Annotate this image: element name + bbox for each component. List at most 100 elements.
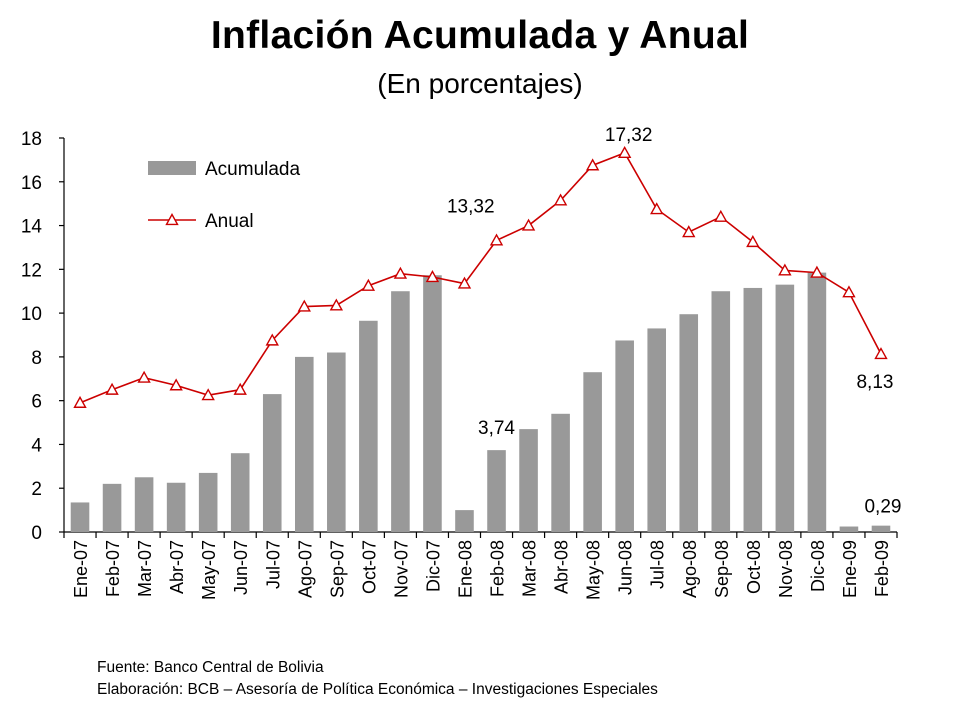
y-tick-label: 18: [21, 129, 42, 150]
y-tick-label: 8: [31, 348, 42, 369]
data-label: 0,29: [864, 497, 901, 518]
x-tick-label: Ene-09: [840, 540, 860, 598]
x-tick-label: Jun-08: [616, 540, 636, 595]
bars-acumulada: [70, 272, 891, 532]
data-label: 3,74: [478, 418, 515, 439]
bar-acumulada: [327, 352, 346, 532]
bar-acumulada: [102, 483, 122, 532]
data-labels: 17,32 13,32 3,74 8,13 0,29: [447, 125, 902, 518]
marker-anual: [457, 276, 472, 289]
marker-anual: [297, 299, 311, 312]
bar-acumulada: [519, 429, 538, 532]
marker-anual: [169, 378, 183, 391]
bar-acumulada: [583, 372, 602, 532]
marker-anual: [842, 285, 856, 298]
x-tick-label: Feb-08: [488, 540, 508, 597]
marker-anual: [265, 333, 279, 346]
bar-acumulada: [839, 526, 859, 532]
x-tick-label: Sep-07: [327, 540, 347, 598]
bar-acumulada: [294, 356, 314, 532]
x-tick-label: Ene-08: [455, 540, 475, 598]
bar-acumulada: [647, 328, 667, 532]
bar-acumulada: [679, 314, 699, 532]
bar-acumulada: [70, 502, 90, 532]
footer-elaboration: Elaboración: BCB – Asesoría de Política …: [97, 681, 658, 698]
y-tick-label: 14: [21, 217, 43, 238]
x-tick-label: May-08: [584, 540, 604, 600]
marker-anual: [73, 395, 87, 408]
bar-acumulada: [134, 477, 154, 532]
legend-label-anual: Anual: [205, 211, 254, 232]
x-tick-label: Abr-08: [552, 540, 572, 594]
bar-acumulada: [166, 482, 186, 532]
x-tick-label: Mar-08: [520, 540, 540, 597]
legend-label-acumulada: Acumulada: [205, 159, 300, 180]
x-tick-label: Ago-07: [295, 540, 315, 598]
x-tick-label: Jun-07: [231, 540, 251, 595]
x-tick-label: Oct-08: [744, 540, 764, 594]
chart-axes: 0 2 4 6 8 10 12 14 16 18 Ene-07 Feb-07 Mar-07 Abr-07 M…: [21, 129, 898, 600]
y-tick-label: 2: [31, 479, 42, 500]
legend-marker-anual: [165, 213, 179, 226]
bar-acumulada: [871, 525, 891, 532]
x-tick-label: Jul-08: [648, 540, 668, 589]
data-label: 8,13: [856, 372, 893, 393]
chart-subtitle: (En porcentajes): [377, 68, 583, 99]
bar-acumulada: [711, 291, 731, 532]
marker-anual: [650, 202, 664, 215]
marker-anual: [874, 347, 888, 360]
x-tick-label: Ene-07: [71, 540, 91, 598]
bar-acumulada: [743, 287, 763, 532]
y-tick-label: 12: [21, 260, 42, 281]
x-tick-label: Dic-07: [423, 540, 443, 592]
marker-anual: [233, 382, 247, 395]
x-tick-label: Nov-07: [391, 540, 411, 598]
marker-anual: [585, 158, 600, 171]
chart-title: Inflación Acumulada y Anual: [210, 14, 750, 57]
marker-anual: [553, 193, 568, 206]
marker-anual: [105, 382, 119, 395]
x-tick-label: Dic-08: [808, 540, 828, 592]
marker-anual: [810, 265, 824, 278]
x-tick-label: Ago-08: [680, 540, 700, 598]
footer-source: Fuente: Banco Central de Bolivia: [97, 659, 324, 676]
marker-anual: [521, 218, 536, 231]
y-tick-label: 6: [31, 392, 42, 413]
x-tick-label: Mar-07: [135, 540, 155, 597]
line-anual: [73, 145, 888, 408]
bar-acumulada: [615, 340, 634, 532]
bar-acumulada: [775, 284, 795, 532]
marker-anual: [201, 388, 215, 401]
marker-anual: [329, 298, 344, 311]
y-tick-label: 10: [21, 304, 42, 325]
line-anual-path: [79, 151, 882, 404]
bar-acumulada: [455, 510, 474, 532]
bar-acumulada: [423, 275, 442, 532]
legend: Acumulada Anual: [148, 159, 300, 232]
marker-anual: [489, 233, 504, 246]
marker-anual: [617, 145, 632, 158]
legend-swatch-acumulada: [148, 161, 196, 175]
marker-anual: [137, 370, 151, 383]
x-tick-label: May-07: [199, 540, 219, 600]
x-tick-label: Abr-07: [167, 540, 187, 594]
bar-acumulada: [807, 272, 827, 532]
x-tick-label: Sep-08: [712, 540, 732, 598]
marker-anual: [361, 278, 376, 291]
marker-anual: [778, 263, 792, 276]
y-tick-label: 4: [31, 435, 42, 456]
x-tick-label: Jul-07: [263, 540, 283, 589]
bar-acumulada: [551, 413, 570, 532]
bar-acumulada: [230, 453, 250, 532]
data-label: 13,32: [447, 196, 495, 217]
bar-acumulada: [198, 472, 218, 532]
marker-anual: [393, 266, 408, 279]
marker-anual: [714, 209, 728, 222]
y-tick-label: 16: [21, 173, 42, 194]
y-tick-label: 0: [31, 523, 42, 544]
x-tick-label: Nov-08: [776, 540, 796, 598]
bar-acumulada: [391, 291, 410, 532]
bar-acumulada: [487, 450, 506, 532]
data-label: 17,32: [605, 125, 653, 146]
